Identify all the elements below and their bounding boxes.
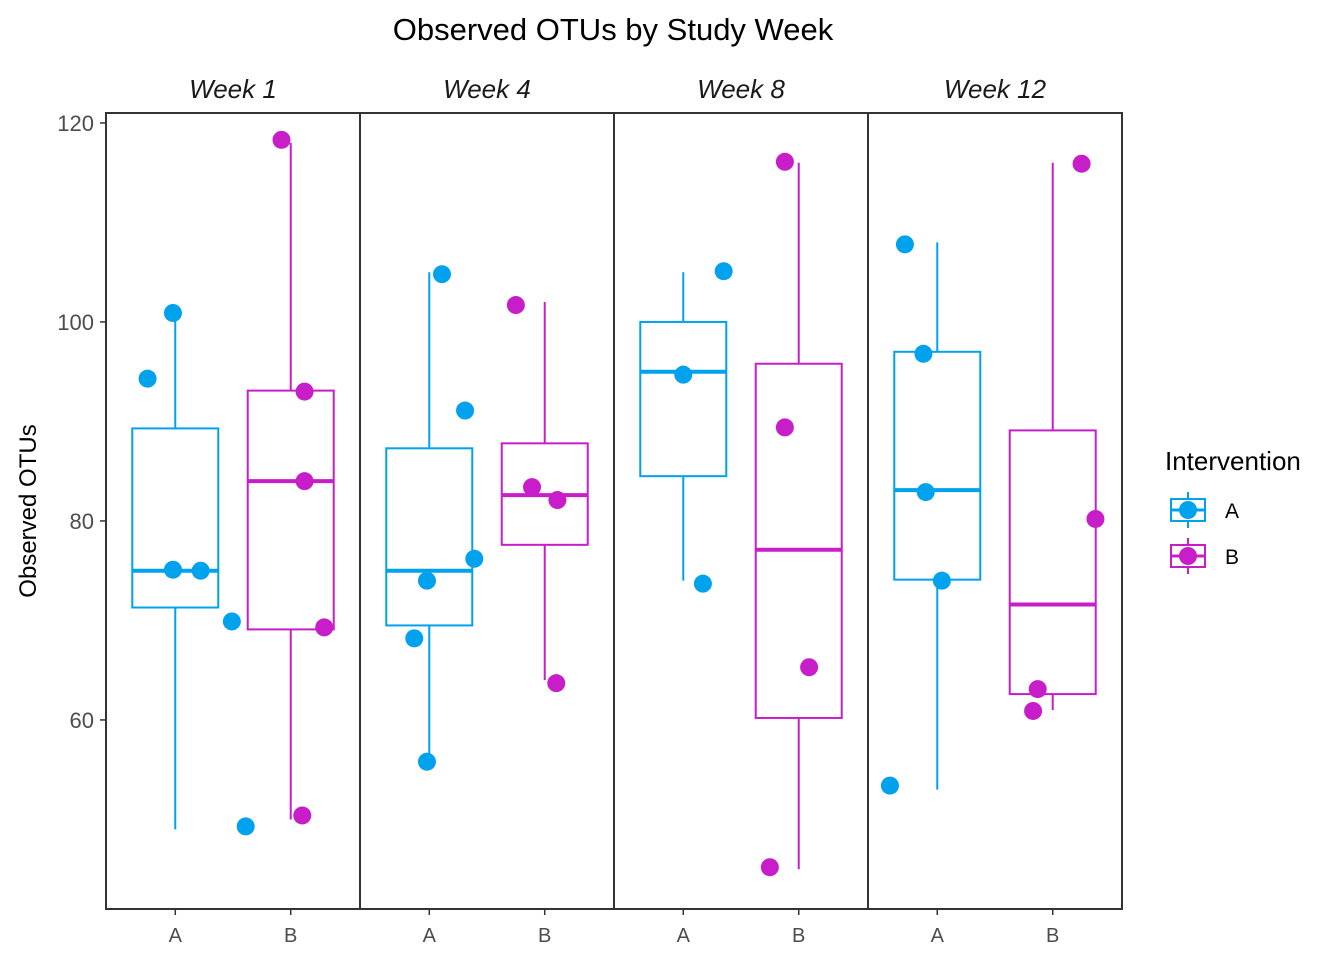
data-point: [1024, 701, 1043, 720]
y-tick-label: 100: [57, 310, 94, 335]
facet-panel-1: Week 1 A B: [105, 74, 361, 947]
x-tick-label: B: [284, 925, 297, 947]
facet-panel-4: Week 12 A B: [867, 74, 1123, 947]
y-tick-label: 80: [70, 509, 94, 534]
y-tick-label: 60: [70, 708, 94, 733]
x-tick-label: B: [1046, 925, 1059, 947]
x-tick-label: A: [423, 925, 437, 947]
data-point: [236, 817, 255, 836]
data-point: [714, 262, 733, 281]
facet-panel-3: Week 8 A B: [613, 74, 869, 947]
x-tick-label: B: [538, 925, 551, 947]
data-point: [417, 752, 436, 771]
data-point: [222, 612, 241, 631]
data-point: [914, 344, 933, 363]
data-point: [191, 561, 210, 580]
box-B: [1008, 429, 1097, 696]
box-A: [131, 427, 220, 609]
data-point: [163, 560, 182, 579]
facet-strip-label: Week 12: [944, 74, 1047, 104]
panel-border: [613, 112, 869, 910]
data-point: [465, 549, 484, 568]
panel-border: [867, 112, 1123, 910]
y-tick-label: 120: [57, 111, 94, 136]
data-point: [506, 296, 525, 315]
data-point: [405, 629, 424, 648]
legend-point-icon: [1179, 501, 1197, 519]
legend: Intervention AB: [1165, 446, 1301, 574]
legend-item-B: B: [1170, 538, 1239, 574]
facet-panel-2: Week 4 A B: [359, 74, 615, 947]
data-point: [295, 382, 314, 401]
legend-item-A: A: [1170, 492, 1239, 528]
box-B: [754, 362, 843, 719]
data-point: [1072, 154, 1091, 173]
data-point: [916, 483, 935, 502]
data-point: [880, 776, 899, 795]
data-point: [456, 401, 475, 420]
data-point: [775, 152, 794, 171]
legend-title: Intervention: [1165, 446, 1301, 476]
data-point: [693, 574, 712, 593]
panel-border: [359, 112, 615, 910]
box-A: [639, 320, 728, 478]
x-tick-label: A: [931, 925, 945, 947]
data-point: [932, 571, 951, 590]
panel-border: [105, 112, 361, 910]
data-point: [315, 618, 334, 637]
data-point: [548, 491, 567, 510]
data-point: [800, 658, 819, 677]
box-B: [246, 389, 335, 631]
x-tick-label: A: [677, 925, 691, 947]
data-point: [674, 365, 693, 384]
data-point: [895, 235, 914, 254]
facet-panels: Week 1 A B Week 4 A B Week 8 A B Week 12 A B: [105, 74, 1123, 947]
data-point: [138, 369, 157, 388]
data-point: [547, 674, 566, 693]
legend-label: B: [1225, 546, 1239, 569]
data-point: [272, 130, 291, 149]
data-point: [760, 858, 779, 877]
facet-strip-label: Week 4: [443, 74, 531, 104]
box-A: [385, 447, 474, 627]
legend-label: A: [1225, 500, 1239, 523]
data-point: [295, 472, 314, 491]
y-axis-label: Observed OTUs: [15, 424, 42, 597]
legend-point-icon: [1179, 547, 1197, 565]
data-point: [293, 806, 312, 825]
data-point: [163, 303, 182, 322]
facet-strip-label: Week 8: [697, 74, 785, 104]
data-point: [1028, 680, 1047, 699]
facet-strip-label: Week 1: [189, 74, 277, 104]
data-point: [775, 418, 794, 437]
chart-title: Observed OTUs by Study Week: [393, 12, 834, 47]
data-point: [523, 478, 542, 497]
data-point: [432, 265, 451, 284]
x-tick-label: B: [792, 925, 805, 947]
data-point: [417, 571, 436, 590]
y-axis: 60 80 100 120: [57, 111, 106, 733]
box-A: [893, 350, 982, 581]
x-tick-label: A: [169, 925, 183, 947]
data-point: [1086, 509, 1105, 528]
